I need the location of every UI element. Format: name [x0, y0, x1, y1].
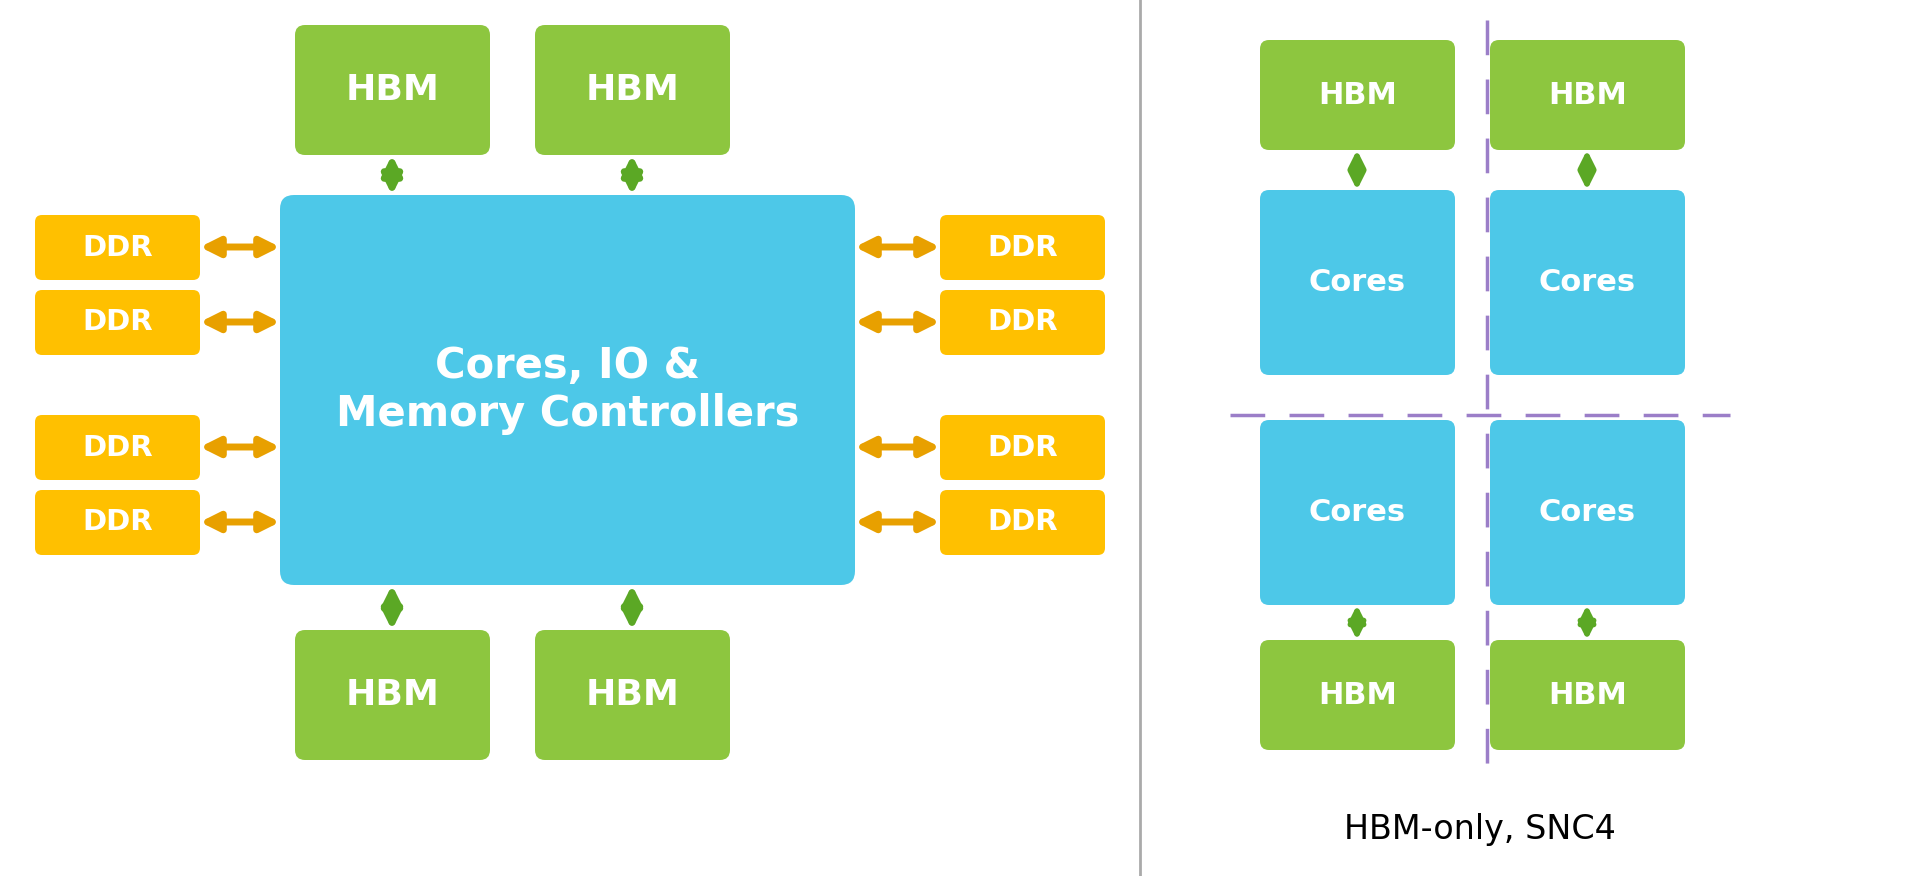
- Text: HBM: HBM: [586, 73, 680, 107]
- FancyBboxPatch shape: [1260, 190, 1455, 375]
- FancyBboxPatch shape: [35, 415, 200, 480]
- Text: DDR: DDR: [83, 234, 154, 262]
- Text: DDR: DDR: [83, 308, 154, 336]
- FancyBboxPatch shape: [536, 25, 730, 155]
- Text: DDR: DDR: [83, 508, 154, 536]
- Text: DDR: DDR: [987, 508, 1058, 536]
- FancyBboxPatch shape: [941, 290, 1106, 355]
- FancyBboxPatch shape: [296, 25, 490, 155]
- FancyBboxPatch shape: [35, 290, 200, 355]
- FancyBboxPatch shape: [1260, 40, 1455, 150]
- Text: DDR: DDR: [987, 234, 1058, 262]
- Text: HBM: HBM: [346, 678, 440, 712]
- Text: Cores: Cores: [1309, 268, 1405, 297]
- Text: HBM: HBM: [1317, 681, 1398, 710]
- Text: DDR: DDR: [987, 308, 1058, 336]
- FancyBboxPatch shape: [296, 630, 490, 760]
- FancyBboxPatch shape: [1260, 420, 1455, 605]
- Text: HBM: HBM: [1548, 81, 1626, 110]
- FancyBboxPatch shape: [1490, 420, 1686, 605]
- FancyBboxPatch shape: [1490, 640, 1686, 750]
- Text: HBM-only, SNC4: HBM-only, SNC4: [1344, 814, 1617, 846]
- Text: Cores: Cores: [1540, 268, 1636, 297]
- FancyBboxPatch shape: [941, 415, 1106, 480]
- FancyBboxPatch shape: [1260, 640, 1455, 750]
- FancyBboxPatch shape: [536, 630, 730, 760]
- FancyBboxPatch shape: [1490, 40, 1686, 150]
- Text: DDR: DDR: [987, 434, 1058, 462]
- Text: Cores, IO &
Memory Controllers: Cores, IO & Memory Controllers: [336, 344, 799, 435]
- Text: HBM: HBM: [346, 73, 440, 107]
- FancyBboxPatch shape: [1490, 190, 1686, 375]
- FancyBboxPatch shape: [941, 490, 1106, 555]
- Text: DDR: DDR: [83, 434, 154, 462]
- Text: Cores: Cores: [1540, 498, 1636, 527]
- FancyBboxPatch shape: [35, 215, 200, 280]
- Text: HBM: HBM: [1317, 81, 1398, 110]
- Text: Cores: Cores: [1309, 498, 1405, 527]
- FancyBboxPatch shape: [941, 215, 1106, 280]
- FancyBboxPatch shape: [280, 195, 854, 585]
- FancyBboxPatch shape: [35, 490, 200, 555]
- Text: HBM: HBM: [1548, 681, 1626, 710]
- Text: HBM: HBM: [586, 678, 680, 712]
